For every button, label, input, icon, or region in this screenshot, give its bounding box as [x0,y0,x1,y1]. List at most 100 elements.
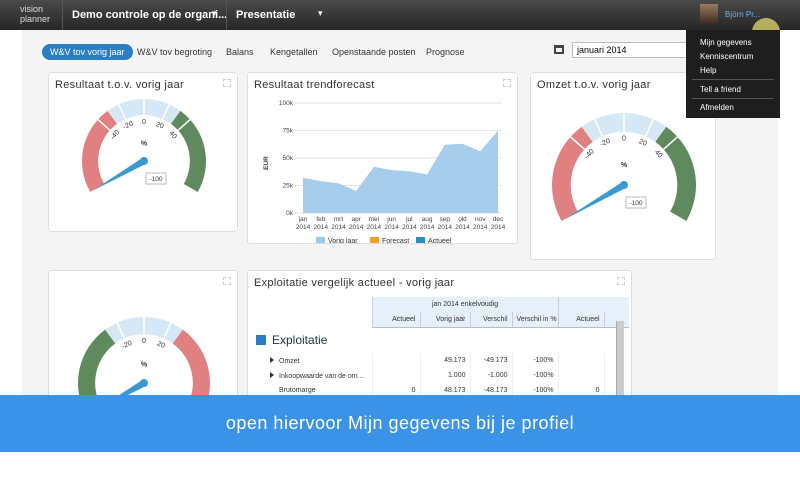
panel-title: Resultaat trendforecast [254,79,375,91]
x-tick-label: sep 2014 [437,216,453,231]
gauge-needle [92,157,146,191]
gauge-tick-label: 20 [638,138,648,148]
column-header: Actueel [557,312,605,328]
gauge-value-box [625,196,647,209]
view-selector[interactable]: Presentatie [236,9,296,21]
row-label-cell: Brutomarge [254,383,372,398]
gauge-tick [118,104,127,120]
row-label: Brutomarge [279,387,316,394]
row-label-cell: Inkoopwaarde van de om... [254,368,372,383]
cell: -100% [511,353,559,368]
gauge-tick [161,104,170,120]
area-chart: 0k 25k 50k 75k 100k EUR Vorig jaar Forecast Actu… [263,100,502,244]
gauge-tick [116,322,125,339]
expand-button[interactable] [503,79,511,87]
panel: Exploitatie vergelijk actueel - vorig ja… [247,270,632,410]
tab[interactable]: Prognose [426,47,465,57]
x-tick-label: jul 2014 [402,216,417,231]
tab[interactable]: W&V tov begroting [137,47,213,57]
gauge-band [82,110,118,192]
avatar[interactable] [700,4,718,24]
table-row: Omzet 49.173 -49.173 -100% [254,353,629,368]
cell [371,353,420,368]
area [303,130,498,213]
user-menu: Mijn gegevens Kenniscentrum Help Tell a fri… [686,30,780,118]
cell: -49.173 [469,353,512,368]
cell: -100% [511,383,559,398]
legend-swatch [416,237,425,243]
cell [557,353,605,368]
table-wrap: jan 2014 enkelvoudigjan 2Actueel Vorig ja… [254,297,629,409]
corner [254,297,372,312]
user-name[interactable]: Björn Pr... [725,10,761,19]
section-title: Exploitatie [272,333,328,347]
column-header: Verschil in % [511,312,559,328]
column-header-row: Actueel Vorig jaar Verschil Verschil in % Ac… [254,312,629,328]
section-cell: Exploitatie [254,327,372,353]
column-header: Vorig jaar [419,312,470,328]
x-tick-label: jan 2014 [295,216,311,231]
panel: Resultaat trendforecast 0k 25k 50k 75k 100k EU… [247,72,518,244]
legend-label: Forecast [382,238,409,244]
y-tick-label: 25k [283,183,294,190]
gauge-unit: % [141,141,148,148]
collapse-icon[interactable] [256,335,266,345]
expand-icon[interactable] [270,356,274,363]
expand-icon[interactable] [270,371,274,378]
y-tick-label: 0k [286,210,294,217]
cell [557,368,605,383]
gauge-band [655,126,696,221]
expand-button[interactable] [223,277,231,285]
gauge-tick [663,136,679,150]
menu-item[interactable]: Afmelden [700,103,734,112]
row-label: Inkoopwaarde van de om... [279,372,364,380]
menu-divider [692,98,774,99]
gauge-tick [177,118,191,131]
tab[interactable]: Balans [226,47,254,57]
gauge-tick [163,322,172,339]
gauge-tick [97,118,111,131]
group-header-row: jan 2014 enkelvoudigjan 2 [254,297,629,312]
tab[interactable]: Kengetallen [270,47,318,57]
gauge-tick-label: 20 [155,121,165,131]
table-row: Brutomarge 0 48.173 -48.173 -100% 0 [254,383,629,398]
menu-item[interactable]: Kenniscentrum [700,52,754,61]
period-input[interactable]: januari 2014 [572,42,692,58]
gauge-tick-label: 0 [142,338,146,345]
legend-label: Actueel [428,238,452,244]
x-tick-label: aug 2014 [419,216,435,231]
gauge-tick-label: 40 [167,130,177,141]
x-tick-label: nov 2014 [473,216,488,231]
gauge-unit: % [621,162,628,169]
gauge-tick-label: 20 [156,340,166,350]
menu-item[interactable]: Tell a friend [700,85,741,94]
gauge-hub [620,181,628,189]
gauge-value: -100 [629,200,642,207]
gauge-tick-label: -40 [109,129,121,141]
gauge-tick-label: -20 [122,120,134,131]
gauge-tick-label: -20 [599,138,611,149]
gauge-value: -100 [149,176,162,183]
tab[interactable]: Openstaande posten [332,47,416,57]
scrollbar [616,321,624,409]
gauge-value-box [145,172,167,185]
cell: 48.173 [419,383,470,398]
menu-item[interactable]: Help [700,66,717,75]
organisation[interactable]: Demo controle op de organi... [72,9,228,21]
menu-item[interactable]: Mijn gegevens [700,38,752,47]
y-tick-label: 50k [283,155,294,162]
logo[interactable]: vision planner [20,4,50,24]
y-tick-label: 75k [283,128,294,135]
divider [226,0,227,30]
gauge-hub [140,157,148,165]
expand-button[interactable] [223,79,231,87]
gauge-hub [140,379,148,387]
panel: Omzet t.o.v. vorig jaar -40 -20 0 20 40% -100 [530,72,716,260]
tab[interactable]: W&V tov vorig jaar [42,44,133,60]
gauge-needle [564,181,626,220]
expand-button[interactable] [617,277,625,285]
gauge-tick [594,118,604,137]
gauge: -20 0 20% [78,317,210,409]
calendar-icon [554,45,564,54]
